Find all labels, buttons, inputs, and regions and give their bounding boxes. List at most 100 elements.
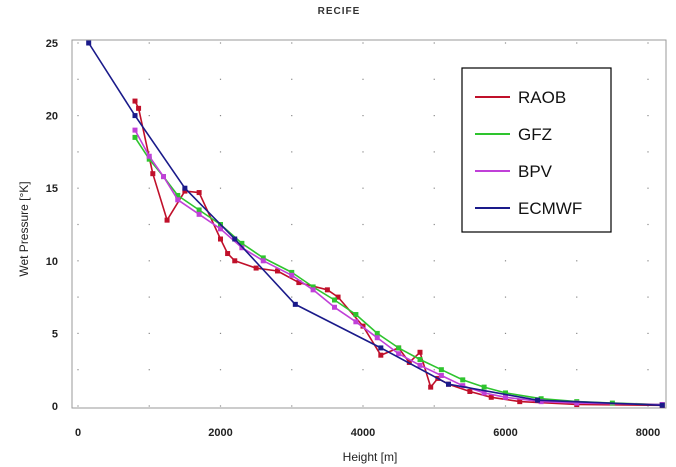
grid-dot [291, 296, 293, 298]
grid-dot [433, 223, 435, 226]
data-point-bpv [146, 153, 152, 159]
grid-dot [148, 369, 150, 371]
data-point-bpv [538, 399, 544, 405]
grid-dot [647, 332, 649, 334]
legend-label-bpv: BPV [518, 162, 553, 181]
legend-label-raob: RAOB [518, 88, 566, 107]
grid-dot [148, 151, 150, 153]
data-point-raob [196, 190, 202, 196]
grid-dot [647, 369, 649, 371]
data-point-gfz [460, 377, 466, 383]
data-point-gfz [353, 312, 359, 318]
data-point-bpv [353, 319, 359, 325]
data-point-gfz [310, 284, 316, 290]
grid-dot [647, 296, 649, 298]
grid-dot [148, 187, 150, 189]
data-point-gfz [175, 192, 181, 198]
data-point-gfz [438, 367, 444, 373]
grid-dot [433, 42, 435, 44]
grid-dot [77, 151, 79, 153]
grid-dot [291, 115, 293, 117]
y-tick-label: 0 [52, 401, 58, 413]
y-tick-label: 5 [52, 328, 58, 340]
y-axis-label: Wet Pressure [°K] [17, 181, 31, 276]
grid-dot [291, 405, 293, 407]
data-point-bpv [161, 174, 166, 180]
grid-dot [219, 78, 222, 80]
data-point-ecmwf [86, 40, 92, 46]
legend-box [461, 67, 612, 233]
grid-dot [504, 405, 507, 407]
data-point-gfz [503, 390, 508, 396]
x-tick-label: 4000 [351, 427, 375, 439]
grid-dot [219, 369, 222, 371]
x-tick-label: 2000 [208, 427, 232, 439]
grid-dot [77, 42, 79, 44]
grid-dot [647, 115, 649, 117]
series-line-bpv [134, 129, 663, 406]
data-point-raob [467, 388, 473, 394]
grid-dot [148, 296, 150, 298]
data-point-gfz [289, 269, 295, 275]
grid-dot [219, 115, 222, 117]
data-point-raob [417, 349, 423, 355]
data-point-gfz [260, 255, 266, 261]
grid-dot [291, 187, 293, 189]
grid-dot [576, 332, 578, 334]
grid-dot [77, 78, 79, 80]
grid-dot [362, 42, 364, 44]
x-tick-label: 6000 [493, 427, 517, 439]
data-point-raob [136, 105, 142, 111]
data-point-bpv [132, 127, 138, 133]
grid-dot [362, 260, 364, 262]
grid-dot [504, 332, 507, 334]
grid-dot [219, 260, 222, 262]
grid-dot [504, 260, 507, 262]
grid-dot [291, 223, 293, 226]
data-point-raob [296, 280, 302, 286]
grid-dot [576, 296, 578, 298]
data-point-bpv [260, 258, 266, 264]
data-point-gfz [396, 345, 402, 351]
data-point-raob [324, 287, 330, 293]
x-axis-label: Height [m] [343, 450, 398, 464]
data-point-bpv [310, 287, 316, 293]
data-point-bpv [175, 197, 181, 203]
data-point-raob [378, 352, 384, 358]
legend-items: RAOB GFZ BPV ECMWF [475, 88, 582, 218]
data-point-ecmwf [182, 185, 188, 191]
data-point-raob [132, 98, 138, 104]
grid-dot [148, 78, 150, 80]
grid-dot [148, 115, 150, 117]
y-tick-labels: 0 5 10 15 20 25 [46, 38, 58, 413]
data-point-gfz [481, 384, 487, 390]
data-point-bpv [460, 383, 466, 389]
data-point-bpv [503, 394, 508, 400]
grid-dot [576, 369, 578, 371]
data-point-ecmwf [232, 236, 238, 242]
data-point-raob [182, 188, 188, 194]
grid-dot [647, 405, 649, 407]
legend-label-ecmwf: ECMWF [518, 199, 582, 218]
grid-dot [362, 332, 364, 334]
grid-dot [291, 78, 293, 80]
grid-dot [647, 187, 649, 189]
grid-dot [291, 151, 293, 153]
data-point-bpv [196, 211, 202, 217]
plot-area-frame [71, 39, 667, 409]
grid-dot [77, 223, 79, 226]
grid-dot [291, 42, 293, 44]
data-point-gfz [538, 396, 544, 402]
series-layer [86, 40, 665, 408]
data-point-bpv [481, 390, 487, 396]
grid-dot [504, 296, 507, 298]
grid-dot [219, 151, 222, 153]
grid-dot [219, 332, 222, 334]
data-point-bpv [574, 400, 580, 406]
grid-dot [219, 187, 222, 189]
y-tick-label: 15 [46, 183, 58, 195]
grid-dot [291, 260, 293, 262]
x-tick-label: 8000 [636, 427, 660, 439]
grid-dot [504, 369, 507, 371]
grid-dot [77, 187, 79, 189]
